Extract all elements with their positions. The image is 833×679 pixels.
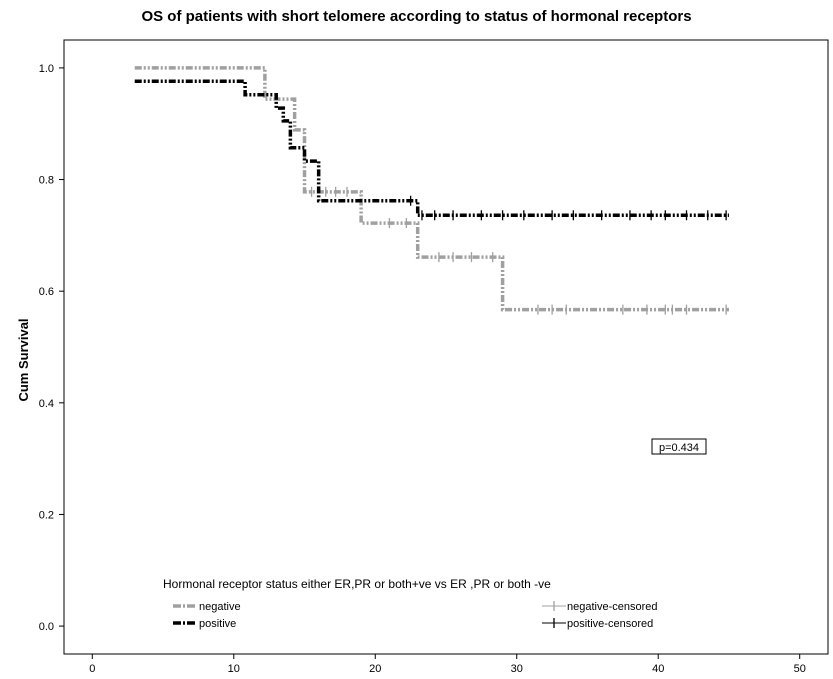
plot-frame	[63, 39, 829, 655]
x-tick-label: 20	[369, 663, 381, 675]
chart-title: OS of patients with short telomere accor…	[141, 8, 692, 25]
x-tick-label: 40	[652, 663, 664, 675]
p-value-annotation: p=0.434	[651, 438, 707, 455]
y-tick-label: 0.6	[39, 286, 54, 298]
x-tick-label: 30	[511, 663, 523, 675]
legend: negative negative-censored positive positiv…	[173, 601, 658, 630]
legend-label-negative: negative	[199, 601, 241, 613]
x-tick-label: 50	[794, 663, 806, 675]
y-tick-label: 0.4	[39, 398, 54, 410]
x-tick-label: 10	[228, 663, 240, 675]
y-axis-label: Cum Survival	[16, 318, 31, 401]
x-tick-label: 0	[89, 663, 95, 675]
y-tick-label: 0.2	[39, 509, 54, 521]
y-tick-label: 0.8	[39, 175, 54, 187]
legend-censored-label-negative: negative-censored	[567, 601, 658, 613]
km-line-positive	[134, 79, 729, 218]
legend-title: Hormonal receptor status either ER,PR or…	[163, 577, 551, 591]
legend-label-positive: positive	[199, 618, 236, 630]
legend-censored-label-positive: positive-censored	[567, 618, 653, 630]
axis-ticks: 0 10 20 30 40 50 0.0 0.2 0.4 0.6 0.8 1.0	[39, 63, 806, 675]
y-tick-label: 1.0	[39, 63, 54, 75]
km-line-negative	[134, 66, 729, 312]
series-layer	[134, 66, 729, 315]
y-tick-label: 0.0	[39, 621, 54, 633]
p-value-text: p=0.434	[659, 442, 699, 454]
